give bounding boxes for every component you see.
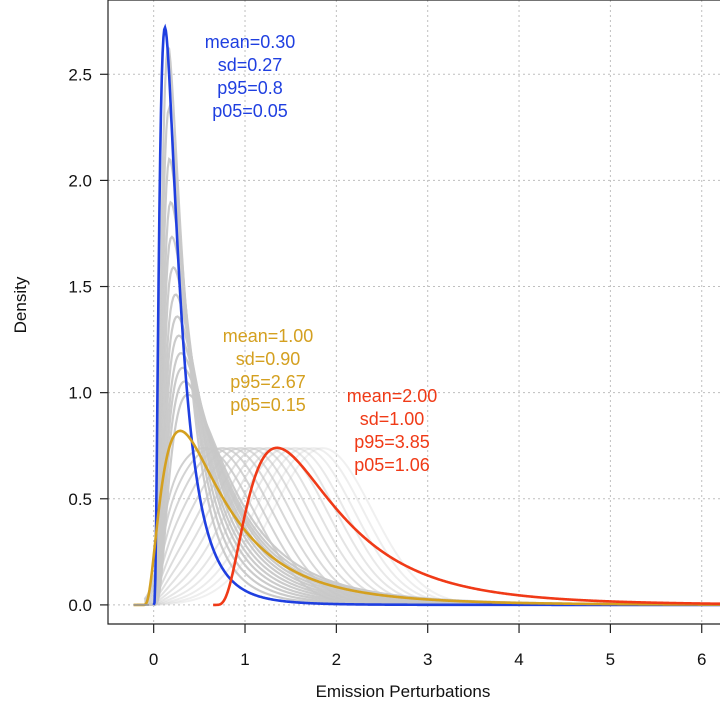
plot-frame xyxy=(107,0,720,625)
y-axis-title: Density xyxy=(11,276,30,333)
x-tick-label: 5 xyxy=(606,650,615,669)
annotation-line: sd=0.27 xyxy=(218,55,283,75)
annotation-line: sd=1.00 xyxy=(360,409,425,429)
x-tick-label: 4 xyxy=(514,650,523,669)
x-axis-title: Emission Perturbations xyxy=(316,682,491,701)
annotation-line: mean=0.30 xyxy=(205,32,296,52)
y-tick-label: 1.0 xyxy=(68,384,92,403)
x-tick-label: 3 xyxy=(423,650,432,669)
annotation-line: p05=0.05 xyxy=(212,101,288,121)
y-tick-label: 0.0 xyxy=(68,596,92,615)
annotation-line: mean=2.00 xyxy=(347,386,438,406)
annotation-line: p95=0.8 xyxy=(217,78,283,98)
y-tick-label: 1.5 xyxy=(68,278,92,297)
series-curve-3 xyxy=(213,446,720,607)
x-tick-label: 6 xyxy=(697,650,706,669)
y-tick-label: 0.5 xyxy=(68,490,92,509)
axes: 0.0 0.5 1.0 1.5 2.0 2.5 0 1 2 3 4 5 6 xyxy=(68,0,720,669)
x-tick-label: 2 xyxy=(332,650,341,669)
annotations: mean=0.30 sd=0.27 p95=0.8 p05=0.05 mean=1.00… xyxy=(205,32,438,475)
x-tick-label: 1 xyxy=(240,650,249,669)
annotation-line: p05=0.15 xyxy=(230,395,306,415)
x-tick-label: 0 xyxy=(149,650,158,669)
grid xyxy=(108,0,720,624)
annotation-line: sd=0.90 xyxy=(236,349,301,369)
annotation-line: p05=1.06 xyxy=(354,455,430,475)
annotation-line: p95=3.85 xyxy=(354,432,430,452)
annotation-line: p95=2.67 xyxy=(230,372,306,392)
annotation-line: mean=1.00 xyxy=(223,326,314,346)
highlight-curves xyxy=(133,23,720,607)
y-tick-label: 2.0 xyxy=(68,171,92,190)
series-curve-2 xyxy=(133,429,720,607)
y-tick-label: 2.5 xyxy=(68,65,92,84)
